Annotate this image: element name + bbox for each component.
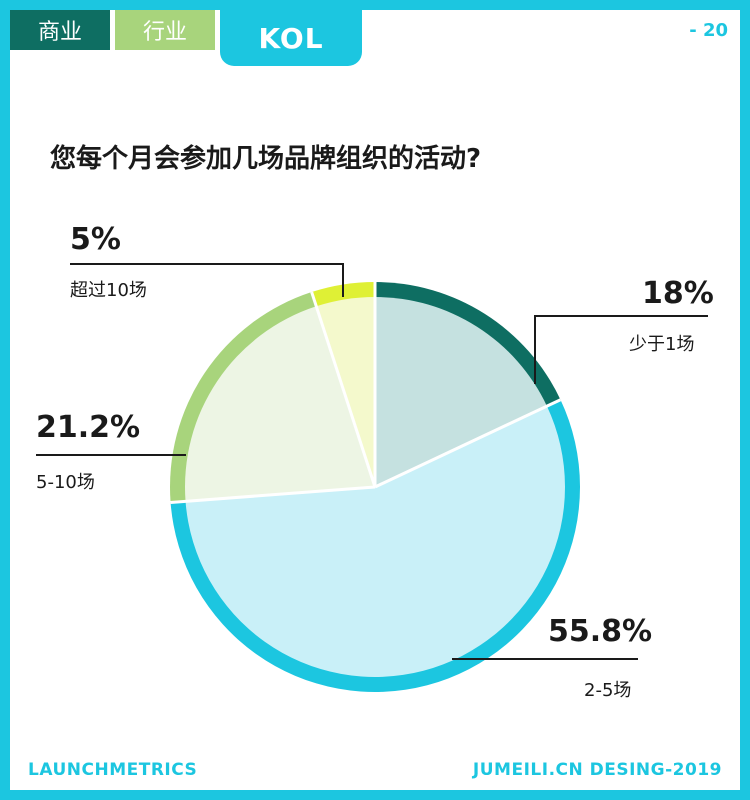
slice-label-category-5to10: 5-10场: [36, 472, 95, 493]
pie-slice-2to5: [185, 406, 566, 678]
tab-industry-label: 行业: [142, 20, 187, 45]
footer-source-left: LAUNCHMETRICS: [28, 760, 198, 780]
pie-divider-gt10: [310, 291, 377, 488]
tab-kol[interactable]: KOL: [220, 10, 362, 66]
slice-label-value-2to5: 55.8%: [548, 614, 653, 649]
pie-slice-lt1: [375, 297, 547, 487]
slice-label-value-5to10: 21.2%: [36, 410, 141, 445]
page-number: - 20: [689, 20, 728, 41]
slice-label-value-lt1: 18%: [642, 276, 714, 311]
leader-line-gt10: [70, 263, 344, 297]
tab-business-label: 商业: [37, 20, 82, 45]
slice-label-category-gt10: 超过10场: [70, 280, 147, 301]
footer-source-right: JUMEILI.CN DESING-2019: [472, 760, 722, 780]
slice-label-category-lt1: 少于1场: [629, 334, 695, 355]
slice-label-value-gt10: 5%: [70, 222, 121, 257]
pie-divider-2to5: [374, 398, 562, 489]
leader-line-lt1: [534, 315, 708, 384]
tab-industry[interactable]: 行业: [115, 10, 215, 50]
slice-label-category-2to5: 2-5场: [584, 680, 632, 701]
tab-kol-label: KOL: [258, 21, 324, 55]
pie-divider-5to10: [170, 485, 376, 504]
pie-slice-5to10: [185, 306, 375, 502]
chart-title: 您每个月会参加几场品牌组织的活动?: [50, 144, 482, 174]
tab-business[interactable]: 商业: [10, 10, 110, 50]
